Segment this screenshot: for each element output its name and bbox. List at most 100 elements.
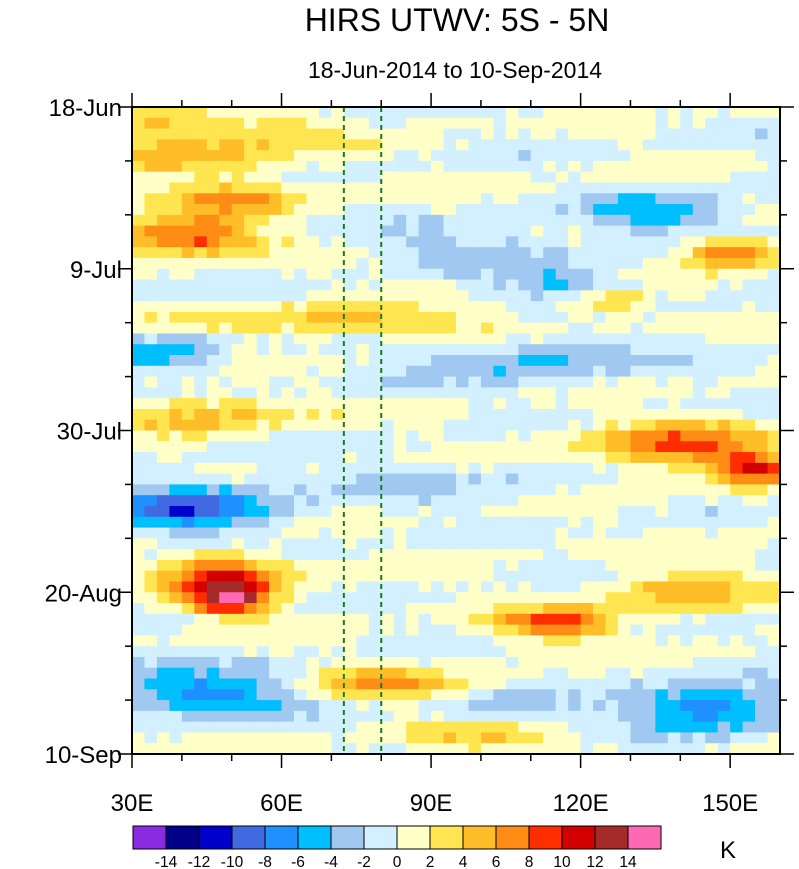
heatmap-cell: [755, 387, 769, 399]
heatmap-cell: [219, 452, 233, 464]
heatmap-cell: [742, 225, 756, 237]
heatmap-cell: [194, 419, 208, 432]
heatmap-cell: [443, 495, 457, 507]
heatmap-cell: [456, 646, 470, 658]
heatmap-cell: [755, 290, 769, 302]
heatmap-cell: [505, 150, 519, 162]
heatmap-cell: [568, 710, 582, 723]
heatmap-cell: [132, 139, 146, 151]
heatmap-cell: [730, 473, 744, 486]
heatmap-cell: [206, 603, 220, 615]
heatmap-cell: [543, 419, 557, 432]
heatmap-cell: [605, 646, 619, 658]
heatmap-cell: [156, 322, 170, 335]
heatmap-cell: [368, 570, 382, 583]
heatmap-cell: [530, 128, 544, 140]
heatmap-cell: [568, 581, 582, 593]
heatmap-cell: [431, 182, 445, 194]
heatmap-cell: [655, 333, 669, 345]
heatmap-cell: [244, 430, 258, 442]
heatmap-cell: [480, 182, 494, 194]
heatmap-cell: [618, 495, 632, 507]
heatmap-cell: [730, 193, 744, 205]
heatmap-cell: [181, 732, 195, 744]
heatmap-cell: [169, 290, 183, 302]
heatmap-cell: [705, 516, 719, 529]
heatmap-cell: [530, 236, 544, 248]
heatmap-cell: [655, 387, 669, 399]
heatmap-cell: [194, 624, 208, 636]
heatmap-cell: [705, 473, 719, 486]
heatmap-cell: [692, 689, 706, 701]
heatmap-cell: [181, 743, 195, 754]
heatmap-cell: [468, 182, 482, 194]
heatmap-cell: [630, 732, 644, 744]
heatmap-cell: [331, 376, 345, 388]
heatmap-cell: [343, 624, 357, 636]
heatmap-cell: [244, 214, 258, 227]
heatmap-cell: [468, 721, 482, 734]
colorbar-label: 2: [426, 854, 435, 869]
heatmap-cell: [356, 527, 370, 539]
heatmap-cell: [431, 656, 445, 669]
heatmap-cell: [543, 570, 557, 583]
heatmap-cell: [755, 581, 769, 593]
heatmap-cell: [231, 743, 245, 754]
heatmap-cell: [618, 398, 632, 410]
heatmap-cell: [618, 419, 632, 432]
heatmap-cell: [431, 646, 445, 658]
heatmap-cell: [206, 581, 220, 593]
heatmap-cell: [381, 376, 395, 388]
heatmap-cell: [555, 225, 569, 237]
heatmap-cell: [418, 236, 432, 248]
heatmap-cell: [356, 484, 370, 496]
heatmap-cell: [318, 743, 332, 754]
heatmap-cell: [505, 581, 519, 593]
heatmap-cell: [505, 247, 519, 259]
heatmap-cell: [642, 505, 656, 518]
heatmap-cell: [505, 667, 519, 680]
colorbar-label: -4: [324, 854, 338, 869]
heatmap-cell: [256, 484, 270, 496]
heatmap-cell: [294, 538, 308, 550]
heatmap-cell: [256, 204, 270, 216]
heatmap-cell: [680, 290, 694, 302]
heatmap-cell: [194, 193, 208, 205]
heatmap-cell: [169, 117, 183, 130]
heatmap-cell: [181, 355, 195, 367]
heatmap-cell: [605, 559, 619, 572]
heatmap-cell: [655, 462, 669, 475]
heatmap-cell: [717, 592, 731, 604]
heatmap-cell: [655, 592, 669, 604]
heatmap-cell: [269, 376, 283, 388]
heatmap-cell: [156, 484, 170, 496]
heatmap-cell: [692, 268, 706, 281]
heatmap-cell: [468, 365, 482, 378]
heatmap-cell: [755, 441, 769, 453]
heatmap-cell: [593, 268, 607, 281]
heatmap-cell: [443, 107, 457, 119]
heatmap-cell: [156, 225, 170, 237]
heatmap-cell: [194, 732, 208, 744]
heatmap-cell: [406, 150, 420, 162]
heatmap-cell: [231, 430, 245, 442]
heatmap-cell: [530, 419, 544, 432]
heatmap-cell: [393, 355, 407, 367]
heatmap-cell: [269, 139, 283, 151]
heatmap-cell: [680, 667, 694, 680]
heatmap-cell: [493, 743, 507, 754]
heatmap-cell: [480, 732, 494, 744]
heatmap-cell: [568, 473, 582, 486]
heatmap-cell: [580, 452, 594, 464]
heatmap-cell: [406, 559, 420, 572]
heatmap-cell: [281, 311, 295, 324]
heatmap-cell: [717, 473, 731, 486]
heatmap-cell: [568, 160, 582, 173]
heatmap-cell: [406, 495, 420, 507]
heatmap-cell: [480, 592, 494, 604]
heatmap-cell: [692, 139, 706, 151]
heatmap-cell: [318, 333, 332, 345]
heatmap-cell: [755, 214, 769, 227]
heatmap-cell: [169, 171, 183, 184]
heatmap-cell: [755, 495, 769, 507]
